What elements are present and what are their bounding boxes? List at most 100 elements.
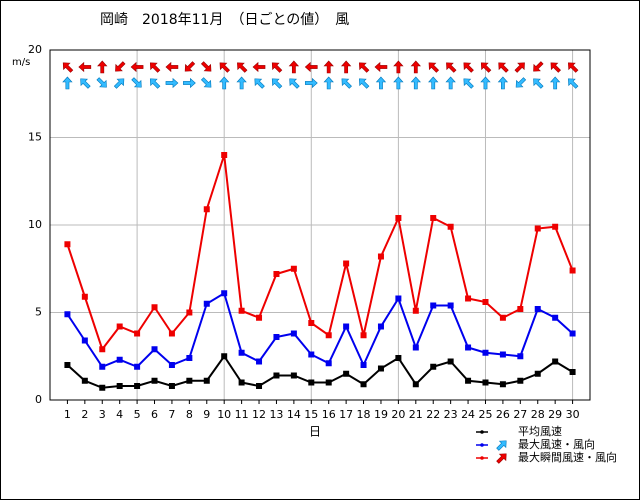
data-point — [64, 311, 71, 318]
data-point — [273, 372, 280, 379]
direction-arrow — [463, 62, 474, 73]
data-point — [116, 356, 123, 363]
data-point — [343, 260, 350, 267]
y-tick-label: 20 — [28, 43, 42, 56]
direction-arrow — [393, 60, 404, 74]
data-point — [256, 314, 263, 321]
direction-arrow — [62, 76, 73, 90]
legend-arrow-shape — [496, 453, 507, 464]
direction-arrow-shape — [568, 78, 579, 89]
data-point — [325, 332, 332, 339]
data-point — [81, 293, 88, 300]
x-tick-label: 29 — [548, 408, 562, 421]
direction-arrow-shape — [410, 76, 421, 90]
direction-arrow-shape — [428, 76, 439, 90]
data-point — [308, 320, 315, 326]
data-point — [360, 362, 367, 368]
direction-arrow-shape — [200, 77, 212, 88]
data-point — [482, 349, 489, 356]
direction-arrow-shape — [130, 61, 144, 73]
direction-arrow-shape — [304, 77, 318, 89]
direction-arrow — [254, 78, 265, 89]
direction-arrow — [219, 76, 230, 90]
direction-arrow — [463, 78, 474, 89]
x-axis-label: 日 — [309, 425, 321, 439]
data-point — [99, 384, 106, 391]
data-point — [482, 379, 489, 386]
direction-arrow-shape — [97, 60, 108, 74]
data-point — [552, 223, 559, 230]
x-tick-label: 15 — [304, 408, 318, 421]
direction-arrow-shape — [393, 76, 404, 90]
direction-arrow-shape — [393, 60, 404, 74]
data-point — [343, 370, 350, 377]
data-point — [81, 337, 88, 344]
direction-arrow — [358, 78, 370, 89]
direction-arrow — [288, 60, 300, 74]
data-point — [308, 351, 315, 358]
direction-arrow-shape — [80, 78, 91, 89]
direction-arrow-shape — [149, 78, 161, 89]
data-point — [273, 271, 280, 277]
x-tick-label: 7 — [168, 408, 175, 421]
data-point — [134, 383, 141, 389]
legend-label: 平均風速 — [518, 425, 562, 438]
x-tick-label: 10 — [217, 408, 231, 421]
x-tick-label: 22 — [426, 408, 440, 421]
direction-arrow — [445, 76, 456, 90]
direction-arrow-shape — [568, 62, 579, 73]
direction-arrow-shape — [480, 76, 491, 90]
direction-arrow-shape — [131, 77, 142, 88]
data-point — [151, 377, 158, 384]
x-tick-label: 12 — [252, 408, 266, 421]
data-point — [168, 330, 175, 337]
data-point — [534, 370, 541, 377]
x-tick-label: 26 — [496, 408, 510, 421]
data-point — [499, 351, 506, 358]
data-point — [290, 330, 297, 337]
direction-arrow-shape — [78, 61, 92, 73]
direction-arrow-shape — [550, 62, 561, 73]
data-point — [99, 346, 106, 353]
data-point — [482, 299, 489, 305]
direction-arrow — [480, 76, 491, 90]
plot-area — [49, 49, 591, 401]
x-tick-label: 16 — [322, 408, 336, 421]
direction-arrow — [271, 62, 283, 73]
data-point — [290, 265, 297, 272]
direction-arrow — [236, 76, 247, 90]
direction-arrow-shape — [463, 62, 474, 73]
x-tick-label: 14 — [287, 408, 301, 421]
direction-arrow-shape — [498, 62, 509, 73]
direction-arrow — [549, 76, 561, 90]
direction-arrow — [340, 60, 352, 74]
legend-label: 最大瞬間風速・風向 — [518, 450, 617, 464]
data-point — [465, 377, 472, 384]
data-point — [465, 344, 472, 351]
data-point — [395, 355, 402, 361]
direction-arrow-shape — [165, 77, 179, 89]
direction-arrow-shape — [219, 76, 230, 90]
data-point — [238, 379, 245, 386]
direction-arrow — [184, 61, 196, 72]
x-tick-label: 30 — [566, 408, 580, 421]
data-point — [499, 314, 506, 321]
data-point — [534, 225, 541, 232]
x-tick-label: 27 — [513, 408, 527, 421]
direction-arrow — [165, 77, 179, 89]
direction-arrow — [410, 60, 421, 74]
direction-arrow-shape — [374, 61, 388, 73]
direction-arrow-shape — [341, 78, 352, 89]
data-point — [377, 253, 384, 260]
data-point — [186, 309, 193, 316]
direction-arrow-shape — [323, 60, 334, 74]
data-point — [499, 381, 506, 388]
direction-arrow-shape — [113, 78, 125, 89]
data-point — [81, 377, 88, 384]
x-tick-label: 3 — [99, 408, 106, 421]
x-tick-label: 6 — [151, 408, 158, 421]
data-point — [290, 372, 297, 379]
legend-arrow — [496, 440, 507, 451]
direction-arrow — [428, 62, 440, 73]
